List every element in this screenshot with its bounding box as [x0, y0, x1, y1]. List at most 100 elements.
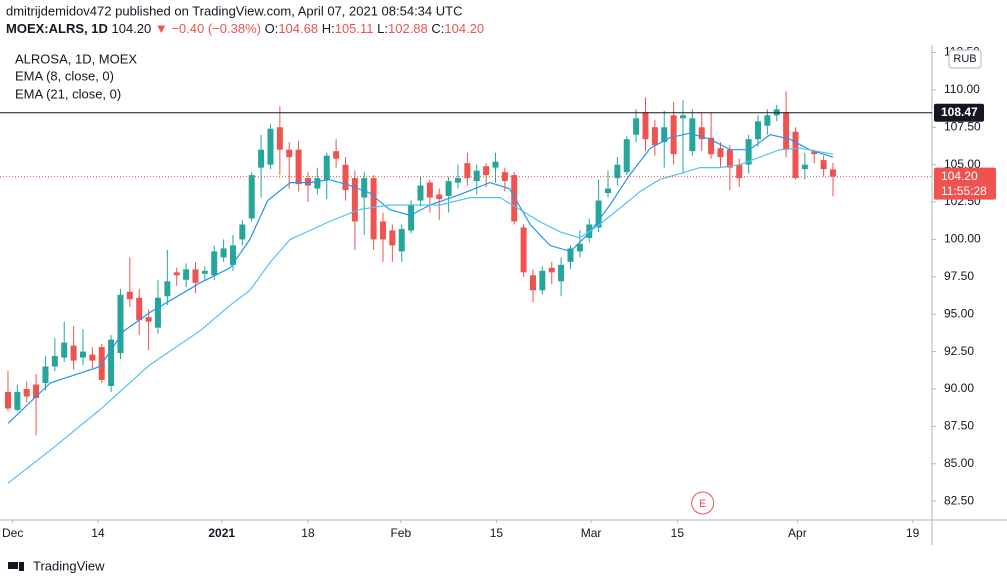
candle-body [614, 164, 621, 179]
candle-body [61, 342, 68, 358]
x-tick-label: Dec [2, 526, 23, 540]
ohlc-value: 104.68 [278, 21, 318, 36]
currency: RUB [953, 53, 976, 65]
candle-body [801, 164, 808, 170]
candle-body [23, 388, 30, 397]
x-tick-label: 15 [671, 526, 685, 540]
price-label-box [934, 167, 996, 200]
quote-line: MOEX:ALRS, 1D 104.20 ▼ −0.40 (−0.38%) O:… [6, 21, 484, 36]
candle-body [164, 281, 171, 297]
candle-body [576, 243, 583, 252]
candle-body [173, 272, 180, 276]
candle-body [595, 200, 602, 228]
candle-body [670, 115, 677, 155]
last-price: 104.20 [111, 21, 151, 36]
candle-body [126, 291, 133, 300]
candle-body [754, 121, 761, 140]
ohlc-label: H: [322, 21, 335, 36]
candle-body [304, 178, 311, 186]
logo-mark [19, 562, 24, 571]
x-tick-label: 15 [490, 526, 504, 540]
candle-body [623, 139, 630, 173]
x-tick-label: Feb [390, 526, 411, 540]
x-tick-label: 18 [301, 526, 315, 540]
y-tick-label: 107.50 [944, 119, 981, 133]
candle-body [79, 351, 86, 358]
candle-body [220, 248, 227, 258]
price-label: 104.20 [941, 169, 978, 183]
ohlc-label: O: [265, 21, 279, 36]
candle-body [426, 182, 433, 198]
candle-body [333, 151, 340, 159]
candle-body [295, 149, 302, 185]
x-tick-label: Apr [788, 526, 807, 540]
candle-body [548, 267, 555, 273]
y-tick-label: 82.50 [944, 493, 974, 507]
candle-body [698, 127, 705, 140]
candle-body [248, 175, 255, 219]
candle-body [136, 297, 143, 321]
candle-body [661, 127, 668, 143]
candle-body [154, 297, 161, 328]
candle-body [33, 384, 40, 398]
candle-body [783, 112, 790, 150]
candle-body [473, 170, 480, 182]
candle-body [520, 227, 527, 273]
ohlc-label: C: [431, 21, 444, 36]
candle-body [408, 205, 415, 231]
candle-body [539, 270, 546, 291]
candle-body [820, 160, 827, 170]
candle-body [276, 127, 283, 150]
candle-body [192, 269, 199, 283]
plot-area [0, 91, 932, 484]
candle-body [342, 164, 349, 191]
ohlc-value: 102.88 [388, 21, 428, 36]
candle-body [229, 245, 236, 265]
ema-line [7, 147, 834, 484]
candle-body [558, 264, 565, 282]
candle-body [398, 228, 405, 252]
hline-label-box [934, 103, 984, 122]
candle-body [436, 194, 443, 200]
candle-body [370, 178, 377, 240]
candle-body [183, 269, 190, 280]
candle-body [239, 224, 246, 240]
footer-brand: TradingView [33, 558, 105, 573]
ohlc-value: 105.11 [335, 21, 374, 36]
legend-entry: EMA (8, close, 0) [15, 68, 114, 83]
y-tick-label: 100.00 [944, 232, 981, 246]
candle-body [314, 178, 321, 189]
candle-body [689, 118, 696, 152]
candle-body [351, 178, 358, 222]
footer-logo: TradingView [8, 558, 105, 573]
published-line: dmitrijdemidov472 published on TradingVi… [6, 3, 462, 18]
candle-body [717, 148, 724, 158]
candle-body [726, 149, 733, 168]
y-tick-label: 90.00 [944, 381, 974, 395]
candle-body [108, 339, 115, 386]
currency-box [948, 49, 982, 69]
candle-body [286, 149, 293, 158]
candle-body [567, 248, 574, 262]
candle-body [679, 115, 686, 119]
candle-body [70, 345, 77, 361]
candle-body [14, 391, 21, 410]
countdown: 11:55:28 [941, 184, 987, 198]
y-tick-label: 110.00 [944, 82, 980, 96]
candle-body [389, 230, 396, 246]
candle-body [117, 294, 124, 354]
candle-body [792, 131, 799, 179]
candle-body [604, 188, 611, 194]
candle-body [417, 185, 424, 201]
y-tick-label: 105.00 [944, 157, 981, 171]
candle-body [633, 118, 640, 135]
x-tick-label: 2021 [208, 526, 235, 540]
candle-body [811, 151, 818, 155]
candle-body [492, 161, 499, 168]
ema-line [7, 132, 834, 424]
candle-body [445, 181, 452, 197]
candle-body [829, 169, 836, 177]
change: ▼ −0.40 (−0.38%) [155, 21, 261, 36]
candle-body [511, 175, 518, 222]
